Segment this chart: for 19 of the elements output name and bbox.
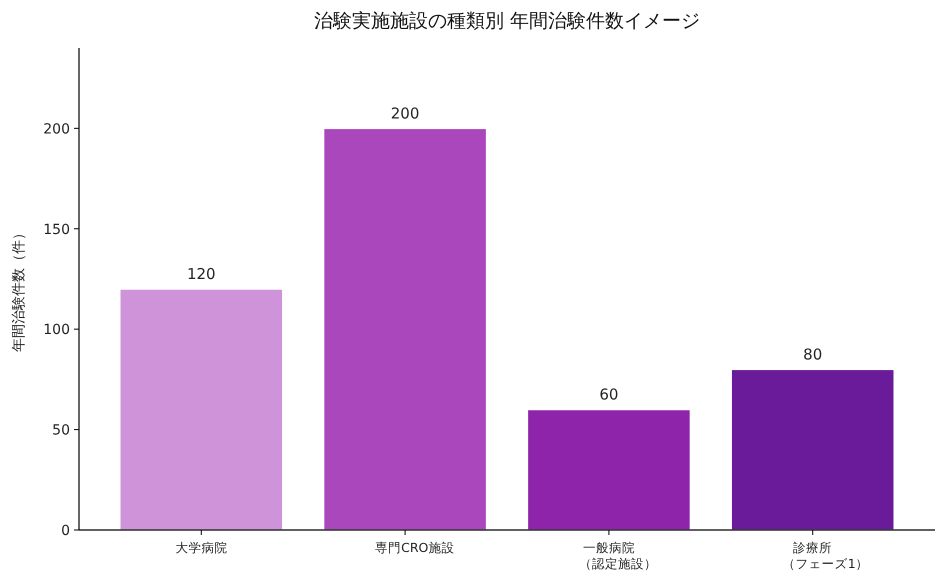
x-tick-label: 専門CRO施設 bbox=[375, 540, 454, 556]
x-tick-label: 大学病院 bbox=[174, 540, 228, 556]
x-tick-label: 診療所（フェーズ1） bbox=[782, 540, 869, 572]
y-tick-label: 200 bbox=[43, 121, 70, 138]
bar bbox=[730, 368, 895, 531]
data-label: 200 bbox=[390, 104, 420, 122]
y-tick-label: 50 bbox=[52, 422, 70, 439]
data-label: 80 bbox=[803, 345, 822, 364]
data-label: 120 bbox=[186, 265, 216, 283]
data-label: 60 bbox=[599, 386, 618, 404]
bar bbox=[119, 288, 284, 531]
y-tick-label: 100 bbox=[43, 322, 70, 338]
y-tick-label: 0 bbox=[61, 523, 70, 539]
bar bbox=[526, 408, 692, 531]
bar bbox=[322, 128, 488, 531]
x-tick-label: 一般病院（認定施設） bbox=[578, 540, 657, 572]
y-tick-label: 150 bbox=[43, 222, 70, 238]
chart-title: 治験実施施設の種類別 年間治験件数イメージ bbox=[314, 10, 700, 32]
y-axis-title: 年間治験件数（件） bbox=[11, 226, 27, 352]
